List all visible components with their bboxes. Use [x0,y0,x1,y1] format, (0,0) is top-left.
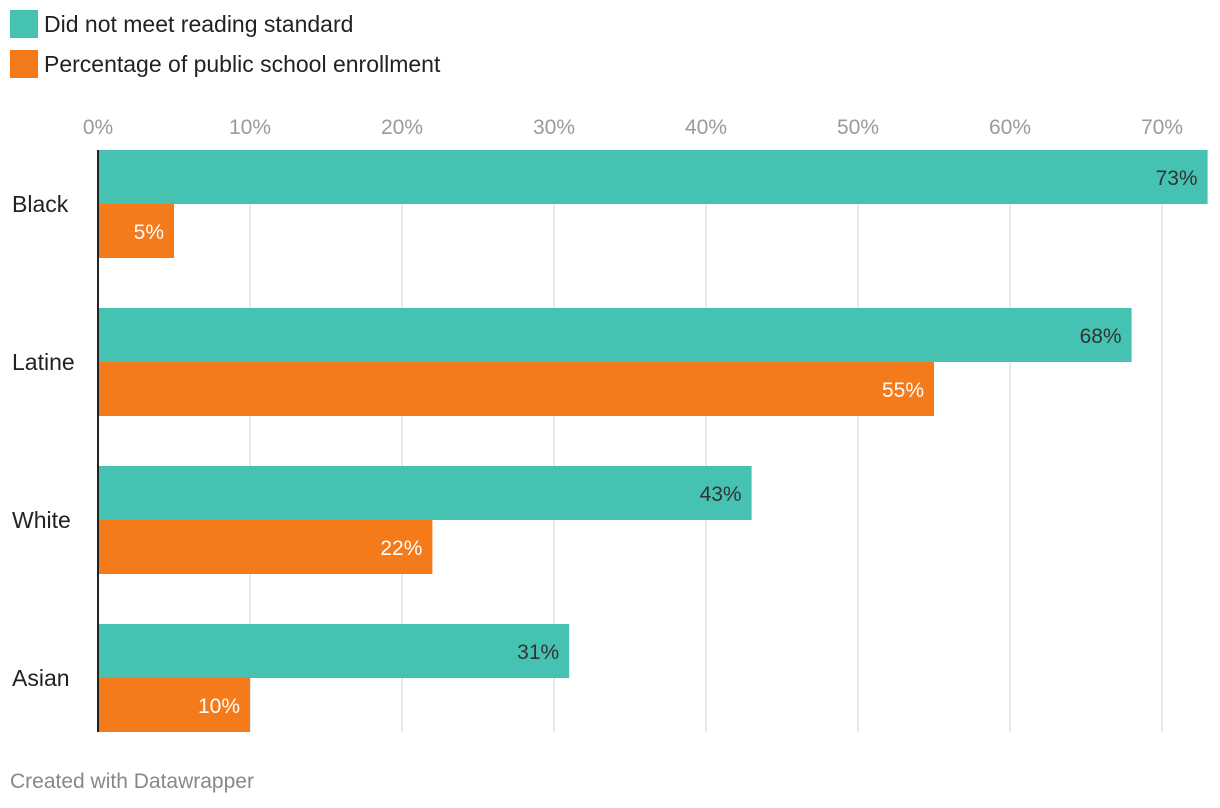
legend-label: Did not meet reading standard [44,11,354,37]
x-tick-label: 40% [685,116,727,139]
x-tick-label: 60% [989,116,1031,139]
legend: Did not meet reading standard Percentage… [10,10,440,90]
footer-credit: Created with Datawrapper [10,770,254,793]
category-label: White [12,507,71,533]
bar-value-label: 31% [517,641,559,664]
bar [98,520,433,574]
bar-value-label: 22% [380,537,422,560]
bar-value-label: 43% [700,483,742,506]
legend-item-enrollment: Percentage of public school enrollment [10,50,440,78]
x-tick-label: 70% [1141,116,1183,139]
bar [98,362,934,416]
category-label: Latine [12,349,75,375]
legend-swatch-orange [10,50,38,78]
x-tick-label: 30% [533,116,575,139]
bar-value-label: 5% [134,221,164,244]
bar [98,624,570,678]
category-label: Black [12,191,69,217]
legend-swatch-teal [10,10,38,38]
x-tick-label: 20% [381,116,423,139]
bar-value-label: 73% [1156,167,1198,190]
bar [98,204,174,258]
bar [98,678,250,732]
x-tick-label: 0% [83,116,113,139]
legend-label: Percentage of public school enrollment [44,51,441,77]
category-label: Asian [12,665,70,691]
bar-value-label: 55% [882,379,924,402]
bar [98,466,752,520]
legend-item-did-not-meet: Did not meet reading standard [10,10,440,38]
bar [98,308,1132,362]
bar-value-label: 10% [198,695,240,718]
bar [98,150,1208,204]
x-tick-label: 50% [837,116,879,139]
x-tick-label: 10% [229,116,271,139]
bar-value-label: 68% [1080,325,1122,348]
